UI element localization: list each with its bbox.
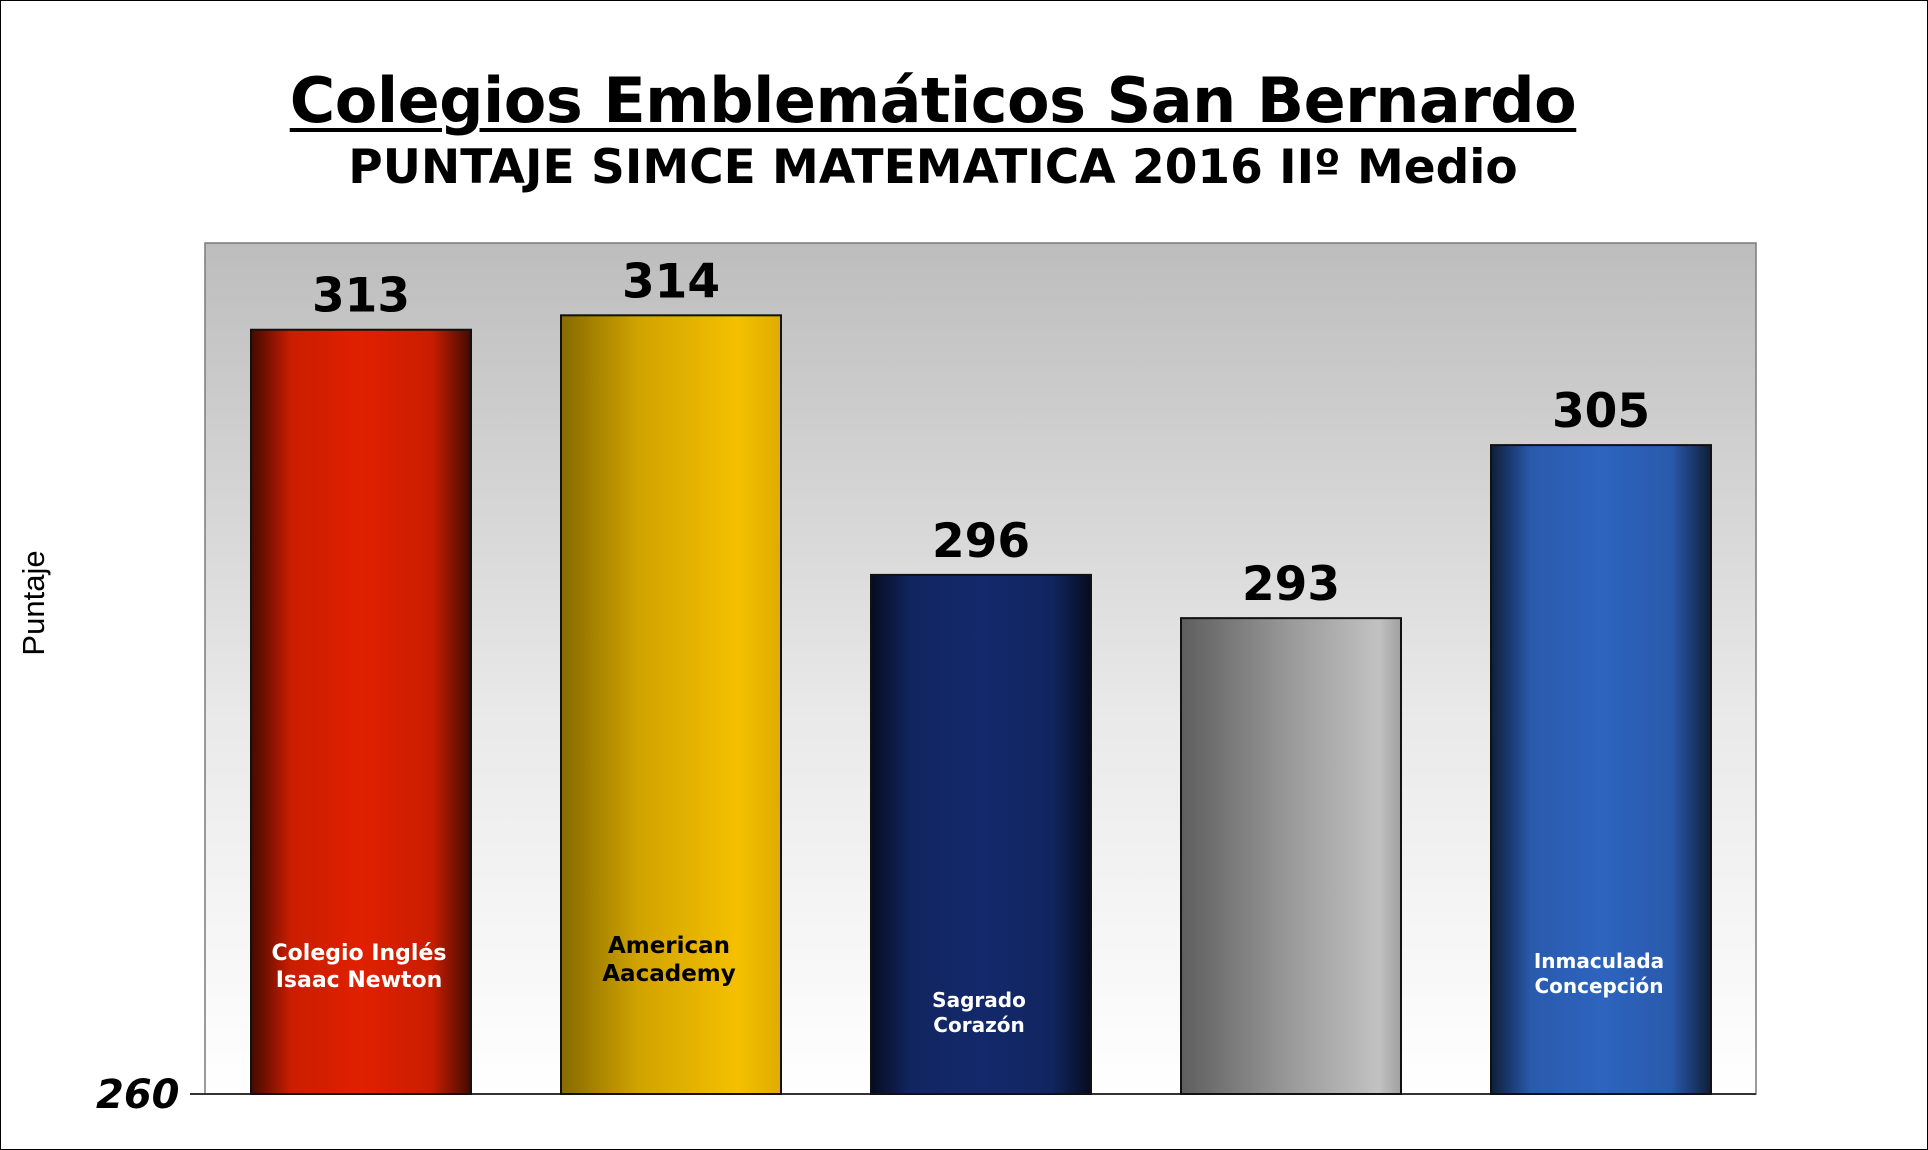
bar-1 — [250, 328, 472, 1095]
category-label-2-line-2: Aacademy — [602, 961, 736, 987]
category-label-5-line-2: Concepción — [1534, 974, 1663, 998]
category-label-5-line-1: Inmaculada — [1534, 949, 1664, 973]
category-label-3-line-1: Sagrado — [932, 988, 1026, 1012]
chart-title: Colegios Emblemáticos San Bernardo — [289, 64, 1577, 137]
category-label-1-line-1: Colegio Inglés — [272, 941, 447, 966]
data-label-5: 305 — [1552, 384, 1650, 439]
chart-subtitle: PUNTAJE SIMCE MATEMATICA 2016 IIº Medio — [348, 140, 1518, 195]
data-label-2: 314 — [622, 254, 720, 309]
category-label-1-line-2: Isaac Newton — [276, 968, 443, 993]
category-label-2-line-1: American — [608, 933, 730, 959]
category-label-3-line-2: Corazón — [933, 1013, 1024, 1037]
bar-2 — [560, 314, 782, 1095]
data-label-3: 296 — [932, 514, 1030, 569]
data-label-4: 293 — [1242, 557, 1340, 612]
data-label-1: 313 — [312, 269, 410, 324]
bar-4 — [1180, 617, 1402, 1095]
bar-3 — [870, 573, 1092, 1095]
bar-5 — [1490, 444, 1712, 1096]
y-axis-min-tick: 260 — [96, 1072, 180, 1118]
